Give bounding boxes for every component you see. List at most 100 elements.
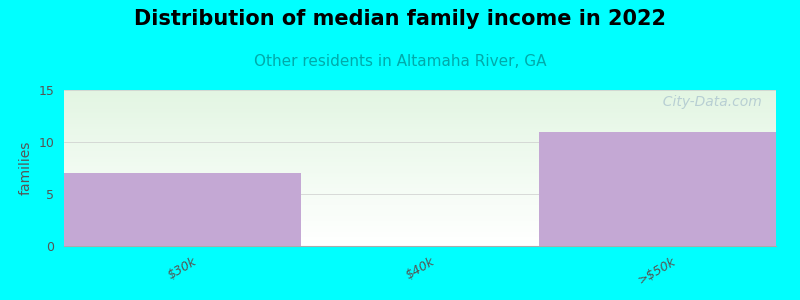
Bar xyxy=(64,152,776,154)
Bar xyxy=(64,112,776,113)
Bar xyxy=(64,184,776,185)
Bar xyxy=(64,190,776,191)
Bar xyxy=(64,149,776,151)
Bar xyxy=(64,107,776,109)
Bar xyxy=(64,146,776,148)
Bar xyxy=(64,163,776,165)
Bar xyxy=(64,151,776,152)
Bar xyxy=(64,134,776,135)
Bar xyxy=(64,198,776,199)
Bar xyxy=(64,237,776,238)
Bar xyxy=(64,104,776,106)
Bar xyxy=(64,115,776,116)
Bar xyxy=(64,90,776,92)
Bar xyxy=(64,118,776,120)
Bar xyxy=(64,235,776,237)
Bar xyxy=(64,207,776,208)
Bar xyxy=(64,233,776,235)
Bar xyxy=(64,244,776,246)
Bar xyxy=(64,120,776,121)
Bar xyxy=(64,232,776,233)
Bar xyxy=(64,101,776,103)
Bar xyxy=(64,110,776,112)
Bar xyxy=(64,92,776,93)
Bar xyxy=(64,154,776,155)
Bar xyxy=(64,124,776,126)
Y-axis label: families: families xyxy=(19,141,33,195)
Bar xyxy=(64,185,776,187)
Bar xyxy=(64,215,776,216)
Bar xyxy=(64,220,776,221)
Bar xyxy=(64,210,776,212)
Bar xyxy=(64,165,776,166)
Bar xyxy=(538,132,776,246)
Bar xyxy=(64,109,776,110)
Bar xyxy=(64,143,776,145)
Bar xyxy=(64,193,776,194)
Bar xyxy=(64,128,776,129)
Bar xyxy=(64,106,776,107)
Bar xyxy=(64,95,776,96)
Bar xyxy=(64,187,776,188)
Bar xyxy=(64,208,776,210)
Bar xyxy=(64,174,776,176)
Bar xyxy=(64,216,776,218)
Bar xyxy=(64,171,776,173)
Bar xyxy=(64,230,776,232)
Bar xyxy=(64,229,776,230)
Bar xyxy=(64,243,776,244)
Bar xyxy=(64,103,776,104)
Bar xyxy=(64,99,776,101)
Bar xyxy=(64,179,776,181)
Bar xyxy=(64,221,776,223)
Bar xyxy=(64,98,776,99)
Bar xyxy=(64,113,776,115)
Bar xyxy=(64,213,776,215)
Bar xyxy=(64,173,776,174)
Bar xyxy=(64,129,776,130)
Bar xyxy=(64,137,776,138)
Bar xyxy=(64,196,776,198)
Bar xyxy=(64,135,776,137)
Bar xyxy=(64,169,776,171)
Bar xyxy=(64,93,776,95)
Bar xyxy=(64,194,776,196)
Bar xyxy=(64,130,776,132)
Bar xyxy=(64,138,776,140)
Bar xyxy=(64,121,776,123)
Bar xyxy=(64,148,776,149)
Bar xyxy=(64,241,776,243)
Bar xyxy=(64,223,776,224)
Bar xyxy=(64,199,776,201)
Bar xyxy=(64,160,776,162)
Bar xyxy=(64,227,776,229)
Bar xyxy=(64,202,776,204)
Text: City-Data.com: City-Data.com xyxy=(654,95,762,109)
Bar xyxy=(64,188,776,190)
Bar xyxy=(64,140,776,142)
Bar xyxy=(64,145,776,146)
Bar xyxy=(64,240,776,241)
Text: Other residents in Altamaha River, GA: Other residents in Altamaha River, GA xyxy=(254,54,546,69)
Text: Distribution of median family income in 2022: Distribution of median family income in … xyxy=(134,9,666,29)
Bar xyxy=(64,191,776,193)
Bar xyxy=(64,173,302,246)
Bar xyxy=(64,126,776,128)
Bar xyxy=(64,226,776,227)
Bar xyxy=(64,182,776,184)
Bar xyxy=(64,167,776,168)
Bar xyxy=(64,132,776,134)
Bar xyxy=(64,168,776,170)
Bar xyxy=(64,142,776,143)
Bar xyxy=(64,159,776,160)
Bar xyxy=(64,212,776,213)
Bar xyxy=(64,206,776,207)
Bar xyxy=(64,201,776,202)
Bar xyxy=(64,155,776,157)
Bar xyxy=(64,157,776,159)
Bar xyxy=(64,218,776,220)
Bar xyxy=(64,116,776,118)
Bar xyxy=(64,162,776,163)
Bar xyxy=(64,96,776,98)
Bar xyxy=(64,238,776,240)
